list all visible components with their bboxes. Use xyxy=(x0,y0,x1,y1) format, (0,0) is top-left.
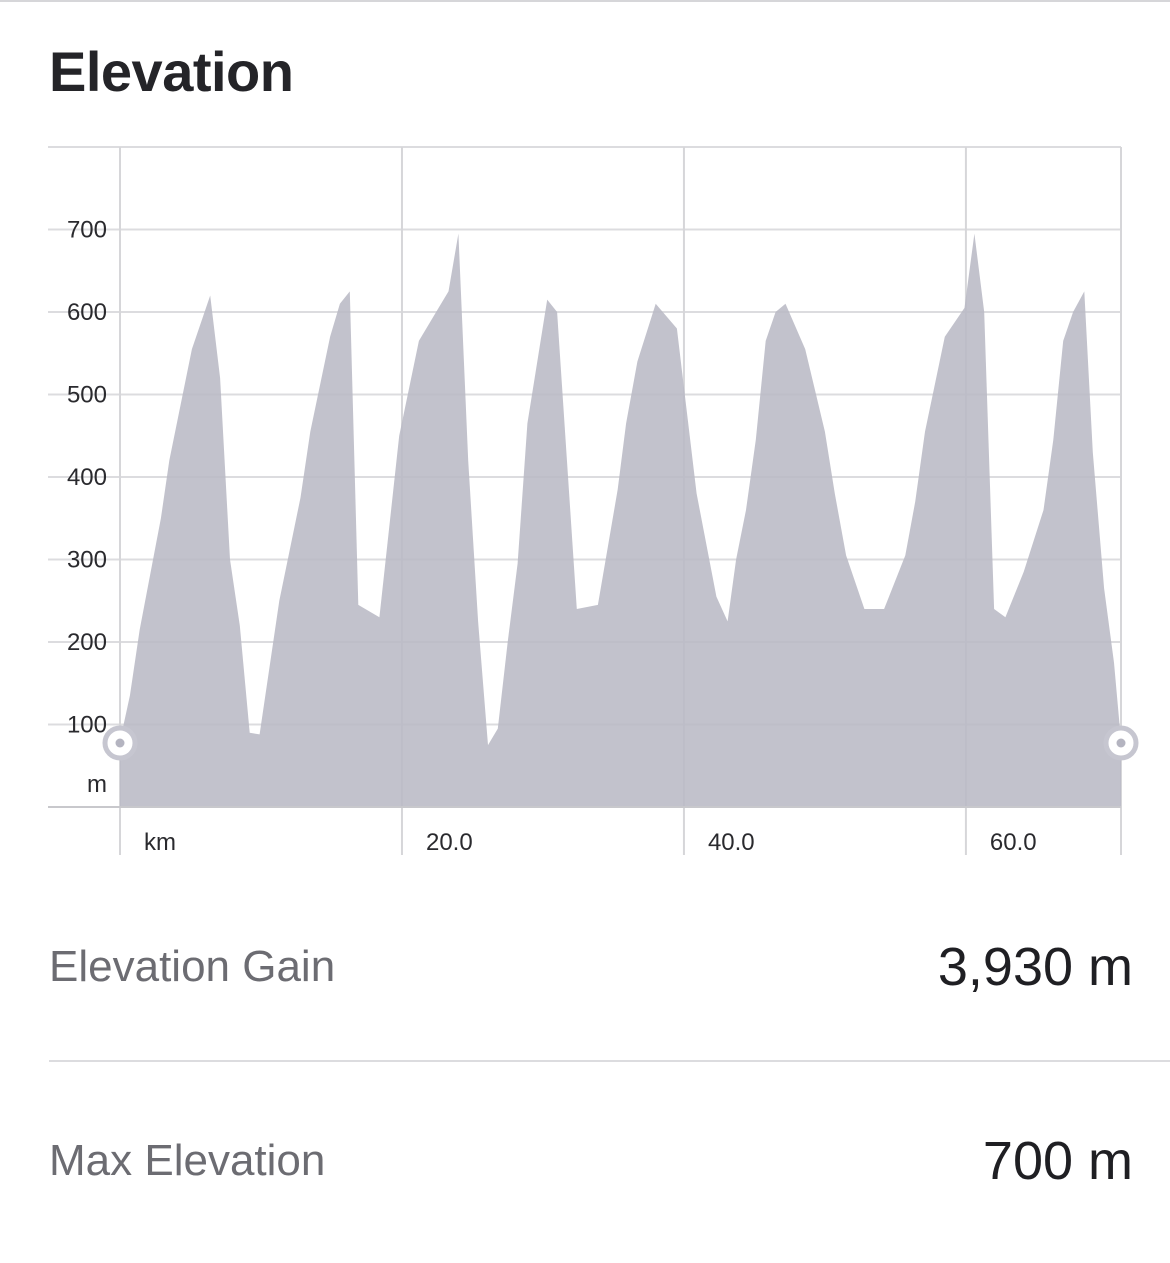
max-elevation-value: 700 m xyxy=(982,1131,1133,1191)
route-start-marker-dot xyxy=(115,738,125,748)
y-tick-label: 500 xyxy=(67,382,107,409)
max-elevation-row: Max Elevation 700 m xyxy=(49,1121,1133,1201)
y-tick-label: 100 xyxy=(67,712,107,739)
section-title: Elevation xyxy=(49,40,294,103)
top-divider xyxy=(0,0,1170,2)
y-tick-label: 400 xyxy=(67,464,107,491)
y-tick-label: 200 xyxy=(67,629,107,656)
route-end-marker-dot xyxy=(1116,738,1126,748)
max-elevation-label: Max Elevation xyxy=(49,1136,326,1185)
elevation-area xyxy=(120,233,1121,808)
x-tick-label: 40.0 xyxy=(708,829,755,856)
elevation-chart[interactable]: 100 200 300 400 500 600 700 m km 20.0 40.0 60.0 xyxy=(0,140,1170,860)
elevation-gain-label: Elevation Gain xyxy=(49,942,336,991)
stats-divider xyxy=(49,1060,1170,1062)
elevation-gain-row: Elevation Gain 3,930 m xyxy=(49,927,1133,1007)
x-tick-label: 20.0 xyxy=(426,829,473,856)
y-tick-label: 700 xyxy=(67,217,107,244)
x-axis-unit-label: km xyxy=(144,829,176,856)
y-tick-label: 300 xyxy=(67,547,107,574)
y-tick-label: 600 xyxy=(67,299,107,326)
y-axis-unit-label: m xyxy=(87,771,107,798)
elevation-gain-value: 3,930 m xyxy=(937,937,1133,997)
x-tick-label: 60.0 xyxy=(990,829,1037,856)
